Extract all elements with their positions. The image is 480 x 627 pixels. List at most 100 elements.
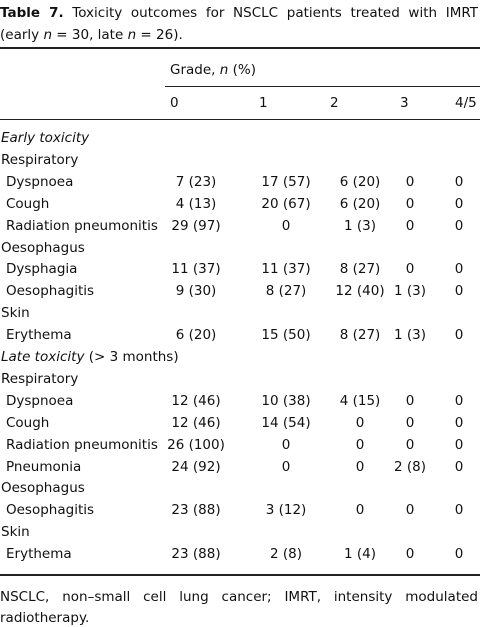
table-cell: 8 (27) (339, 261, 381, 278)
table-cell: 0 (454, 414, 464, 431)
table-cell: 1 (3) (393, 283, 426, 300)
table-cell: 23 (88) (171, 502, 221, 519)
table-cell: 0 (405, 546, 415, 563)
table-cell: 7 (23) (175, 173, 217, 190)
table-cell: 0 (454, 217, 464, 234)
header-text: n (219, 62, 229, 78)
table-cell: 0 (281, 436, 291, 453)
table-cell: 0 (355, 436, 365, 453)
bottom-rule (0, 574, 480, 576)
table-cell: 26 (100) (167, 436, 225, 453)
header-rule (165, 86, 480, 87)
column-header: 0 (170, 95, 179, 111)
table-cell: 6 (20) (339, 195, 381, 212)
row-label: Erythema (6, 327, 72, 344)
header-group: Grade, n (%) (170, 60, 256, 80)
group-label: Respiratory (1, 370, 79, 387)
table-cell: 0 (355, 414, 365, 431)
table-cell: 0 (454, 546, 464, 563)
table-caption: Table 7. Toxicity outcomes for NSCLC pat… (0, 2, 478, 46)
group-label: Oesophagus (1, 480, 85, 497)
table-cell: 0 (405, 502, 415, 519)
caption-text: n (127, 27, 137, 43)
table-cell: 0 (281, 458, 291, 475)
section-text: Early toxicity (1, 130, 90, 146)
row-label: Cough (6, 414, 50, 431)
table-cell: 0 (454, 392, 464, 409)
table-cell: 0 (454, 261, 464, 278)
table-cell: 11 (37) (261, 261, 311, 278)
table-cell: 15 (50) (261, 327, 311, 344)
column-header: 1 (259, 95, 268, 111)
group-label: Oesophagus (1, 239, 85, 256)
caption-text: = 26). (136, 27, 183, 43)
table-cell: 0 (405, 414, 415, 431)
header-text: (%) (228, 62, 256, 78)
table-cell: 12 (46) (171, 414, 221, 431)
column-header: 4/5 (455, 95, 477, 111)
table-cell: 1 (4) (343, 546, 376, 563)
table-cell: 9 (30) (175, 283, 217, 300)
table-cell: 0 (405, 173, 415, 190)
section-text: Late toxicity (1, 349, 85, 365)
table-cell: 3 (12) (265, 502, 307, 519)
section-text: (> 3 months) (84, 349, 179, 365)
table-cell: 23 (88) (171, 546, 221, 563)
row-label: Oesophagitis (6, 502, 95, 519)
column-header: 3 (400, 95, 409, 111)
table-cell: 6 (20) (339, 173, 381, 190)
caption-text: n (43, 27, 52, 43)
table-cell: 0 (405, 195, 415, 212)
table-cell: 17 (57) (261, 173, 311, 190)
row-label: Dyspnoea (6, 173, 74, 190)
table-cell: 0 (405, 217, 415, 234)
table-cell: 12 (46) (171, 392, 221, 409)
table-cell: 0 (405, 436, 415, 453)
row-label: Erythema (6, 546, 72, 563)
table-cell: 2 (8) (393, 458, 426, 475)
row-label: Oesophagitis (6, 283, 95, 300)
table-cell: 0 (405, 261, 415, 278)
section-title: Early toxicity (1, 128, 89, 148)
group-label: Respiratory (1, 151, 79, 168)
table-cell: 1 (3) (343, 217, 376, 234)
table-cell: 0 (454, 502, 464, 519)
header-rule (0, 119, 480, 120)
table-cell: 29 (97) (171, 217, 221, 234)
table-cell: 12 (40) (335, 283, 385, 300)
table-cell: 10 (38) (261, 392, 311, 409)
table-cell: 1 (3) (393, 327, 426, 344)
table-cell: 11 (37) (171, 261, 221, 278)
group-label: Skin (1, 305, 30, 322)
row-label: Radiation pneumonitis (6, 217, 158, 234)
top-rule (0, 47, 480, 49)
caption-label: Table 7. (0, 5, 64, 21)
table-footnote: NSCLC, non–small cell lung cancer; IMRT,… (0, 589, 478, 626)
table-cell: 0 (454, 327, 464, 344)
table-cell: 0 (281, 217, 291, 234)
row-label: Pneumonia (6, 458, 82, 475)
caption-text: Toxicity outcomes for NSCLC patients tre… (0, 5, 478, 43)
table-cell: 0 (454, 458, 464, 475)
row-label: Cough (6, 195, 50, 212)
table-cell: 8 (27) (339, 327, 381, 344)
table-cell: 20 (67) (261, 195, 311, 212)
table-cell: 0 (454, 195, 464, 212)
table-cell: 0 (355, 458, 365, 475)
table-cell: 0 (454, 283, 464, 300)
table-cell: 8 (27) (265, 283, 307, 300)
table-cell: 0 (355, 502, 365, 519)
table-cell: 0 (405, 392, 415, 409)
row-label: Dyspnoea (6, 392, 74, 409)
section-title: Late toxicity (> 3 months) (1, 347, 179, 367)
table-cell: 0 (454, 436, 464, 453)
table-cell: 4 (13) (175, 195, 217, 212)
caption-text: = 30, late (52, 27, 128, 43)
table-cell: 4 (15) (339, 392, 381, 409)
column-header: 2 (330, 95, 339, 111)
row-label: Dysphagia (6, 261, 78, 278)
table-cell: 24 (92) (171, 458, 221, 475)
row-label: Radiation pneumonitis (6, 436, 158, 453)
table-cell: 6 (20) (175, 327, 217, 344)
